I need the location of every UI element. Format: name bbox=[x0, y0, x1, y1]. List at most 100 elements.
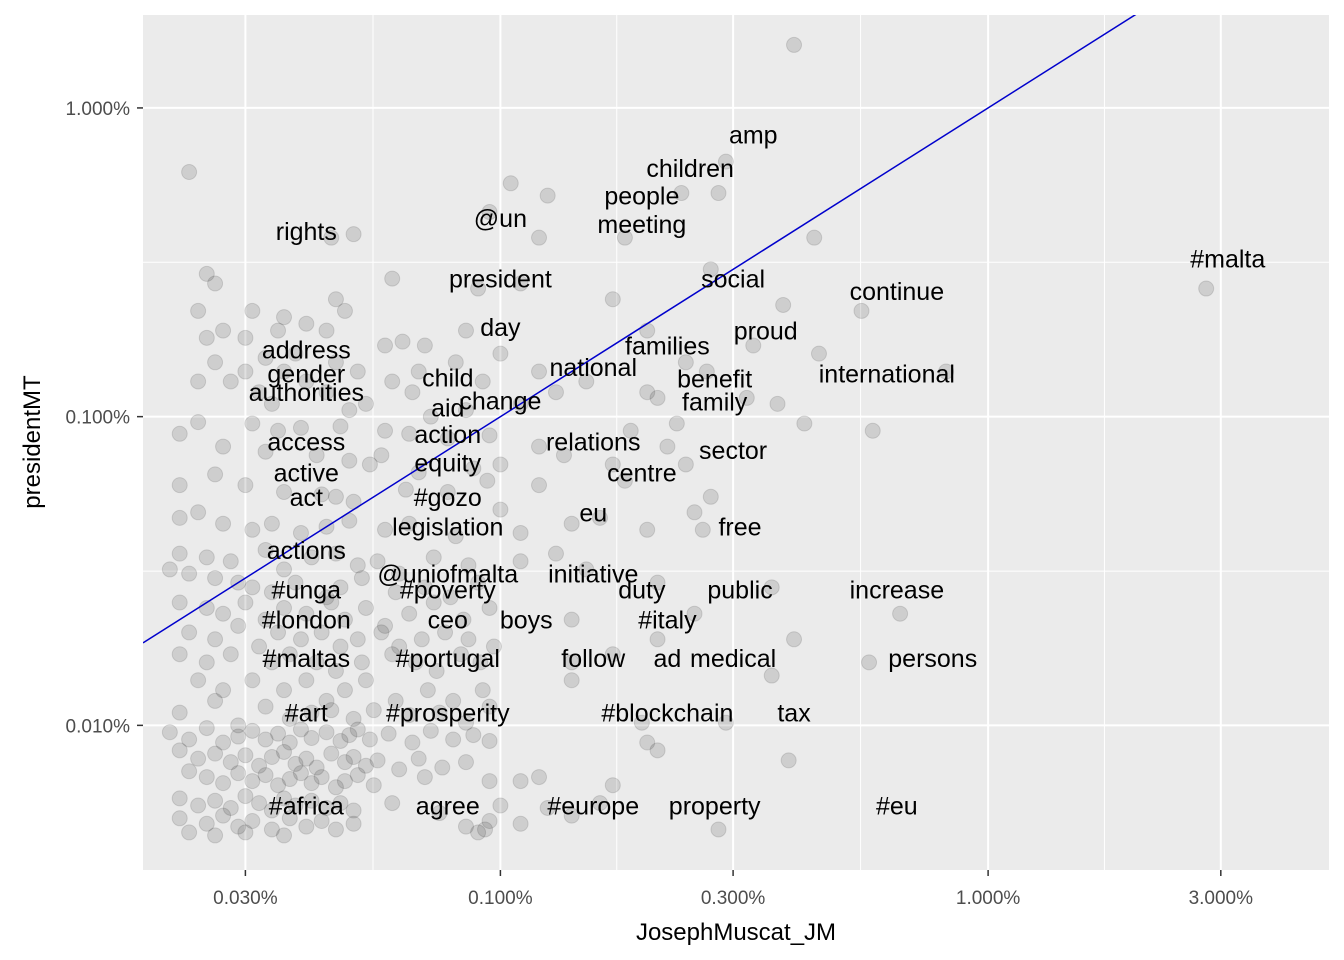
word-label: children bbox=[646, 155, 734, 183]
data-point bbox=[796, 415, 813, 432]
data-point bbox=[287, 797, 304, 814]
data-point bbox=[394, 333, 411, 350]
word-label: active bbox=[274, 459, 339, 487]
data-point bbox=[806, 229, 823, 246]
data-point bbox=[263, 654, 280, 671]
word-label: tax bbox=[777, 700, 811, 728]
data-point bbox=[263, 821, 280, 838]
data-point bbox=[460, 557, 477, 574]
word-label: sector bbox=[699, 437, 767, 465]
data-point bbox=[276, 363, 293, 380]
word-label: #portugal bbox=[396, 645, 500, 673]
data-point bbox=[281, 710, 298, 727]
data-point bbox=[710, 185, 727, 202]
data-point bbox=[237, 788, 254, 805]
data-point bbox=[357, 757, 374, 774]
data-point bbox=[563, 672, 580, 689]
data-point bbox=[230, 765, 247, 782]
data-point bbox=[332, 795, 349, 812]
data-point bbox=[555, 447, 572, 464]
x-axis-ticks: 0.030% 0.100% 0.300% 1.000% 3.000% bbox=[213, 870, 1253, 909]
data-point bbox=[710, 821, 727, 838]
data-point bbox=[369, 553, 386, 570]
data-point bbox=[323, 745, 340, 762]
data-point bbox=[474, 682, 491, 699]
data-point bbox=[341, 727, 358, 744]
data-point bbox=[369, 752, 386, 769]
data-point bbox=[428, 662, 445, 679]
data-point bbox=[353, 654, 370, 671]
data-point bbox=[547, 545, 564, 562]
data-point bbox=[591, 795, 608, 812]
word-label: #europe bbox=[547, 793, 639, 821]
data-point bbox=[686, 605, 703, 622]
data-point bbox=[336, 302, 353, 319]
data-point bbox=[384, 373, 401, 390]
data-point bbox=[633, 714, 650, 731]
data-point bbox=[263, 802, 280, 819]
y-tick-label: 0.100% bbox=[66, 408, 131, 429]
data-point bbox=[345, 748, 362, 765]
data-point bbox=[207, 827, 224, 844]
data-point bbox=[616, 229, 633, 246]
data-point bbox=[171, 509, 188, 526]
data-point bbox=[377, 617, 394, 634]
data-point bbox=[864, 422, 881, 439]
data-point bbox=[345, 710, 362, 727]
data-point bbox=[237, 477, 254, 494]
data-point bbox=[298, 750, 315, 767]
data-point bbox=[745, 337, 762, 354]
data-point bbox=[531, 477, 548, 494]
data-point bbox=[431, 704, 448, 721]
data-point bbox=[452, 646, 469, 663]
data-point bbox=[341, 512, 358, 529]
reference-line bbox=[143, 15, 1137, 644]
data-point bbox=[313, 624, 330, 641]
data-point bbox=[303, 730, 320, 747]
data-point bbox=[492, 345, 509, 362]
data-point bbox=[263, 515, 280, 532]
x-tick-label: 1.000% bbox=[956, 888, 1021, 909]
data-point bbox=[387, 584, 404, 601]
word-label: #malta bbox=[1190, 246, 1265, 274]
data-point bbox=[786, 631, 803, 648]
data-point bbox=[298, 818, 315, 835]
data-point bbox=[622, 422, 639, 439]
data-point bbox=[198, 769, 215, 786]
data-point bbox=[470, 280, 487, 297]
data-point bbox=[384, 270, 401, 287]
data-point bbox=[616, 472, 633, 489]
data-point bbox=[244, 579, 261, 596]
data-point bbox=[377, 337, 394, 354]
data-point bbox=[298, 373, 315, 390]
data-point bbox=[416, 579, 433, 596]
data-point bbox=[485, 638, 502, 655]
data-point bbox=[341, 402, 358, 419]
data-point bbox=[244, 302, 261, 319]
data-point bbox=[465, 727, 482, 744]
data-point bbox=[373, 624, 390, 641]
data-point bbox=[604, 646, 621, 663]
data-point bbox=[171, 704, 188, 721]
word-label: proud bbox=[734, 318, 798, 346]
data-point bbox=[332, 732, 349, 749]
data-point bbox=[763, 579, 780, 596]
data-point bbox=[481, 698, 498, 715]
data-point bbox=[391, 638, 408, 655]
word-label: day bbox=[480, 314, 521, 342]
data-point bbox=[281, 734, 298, 751]
data-point bbox=[207, 466, 224, 483]
data-point bbox=[539, 799, 556, 816]
data-point bbox=[237, 594, 254, 611]
x-tick-label: 3.000% bbox=[1189, 888, 1254, 909]
data-point bbox=[769, 395, 786, 412]
data-point bbox=[181, 565, 198, 582]
data-point bbox=[639, 734, 656, 751]
data-point bbox=[677, 354, 694, 371]
word-label: duty bbox=[618, 577, 666, 605]
data-point bbox=[649, 631, 666, 648]
data-point bbox=[361, 731, 378, 748]
minor-gridlines bbox=[143, 15, 1329, 870]
data-point bbox=[410, 363, 427, 380]
word-label: #london bbox=[262, 607, 351, 635]
